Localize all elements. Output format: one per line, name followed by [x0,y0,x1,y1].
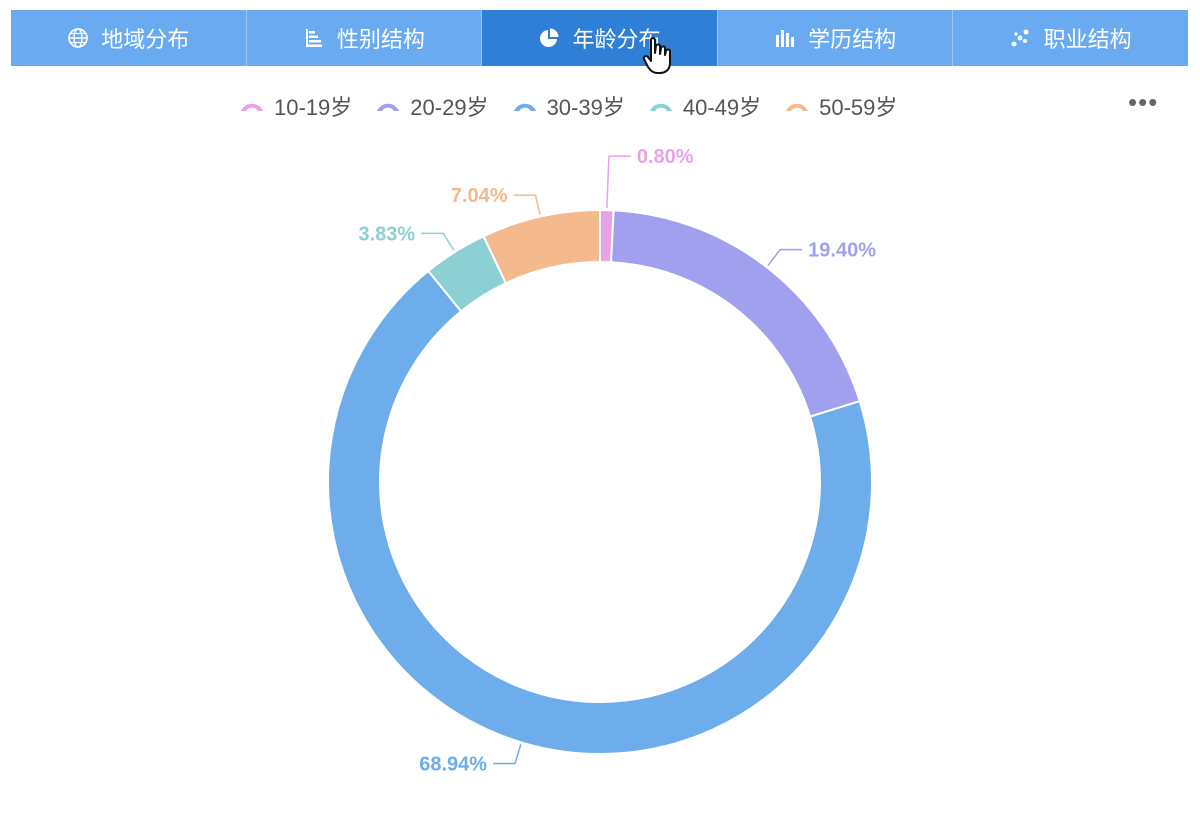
column-chart-icon [774,27,796,49]
legend-swatch-icon [377,103,400,111]
legend-label: 40-49岁 [682,95,762,120]
slice-value-label: 0.80% [637,146,694,168]
label-leader-line [513,194,541,215]
legend-label: 30-39岁 [546,95,625,120]
tab-label: 年龄分布 [572,27,661,52]
tab-5[interactable]: 职业结构 [953,10,1188,66]
label-leader-line [767,248,803,266]
tab-1[interactable]: 地域分布 [11,10,247,66]
tab-3[interactable]: 年龄分布 [482,10,718,66]
tab-2[interactable]: 性别结构 [247,10,483,66]
scatter-icon [1010,27,1032,49]
legend-label: 20-29岁 [410,95,489,120]
label-leader-line [606,155,631,209]
more-options-icon[interactable]: ••• [1128,87,1159,117]
legend-item[interactable]: 50-59岁 [785,90,897,122]
donut-slice[interactable] [327,269,873,755]
tab-4[interactable]: 学历结构 [718,10,954,66]
legend-swatch-icon [649,103,672,111]
tab-label: 性别结构 [336,27,425,52]
legend-item[interactable]: 40-49岁 [649,90,761,122]
legend-item[interactable]: 20-29岁 [376,90,489,122]
tab-bar: 地域分布 性别结构 年龄分布 学历结构 职业结构 [11,10,1188,66]
tab-label: 职业结构 [1043,27,1132,52]
slice-value-label: 3.83% [358,223,415,245]
pie-icon [538,27,560,49]
globe-icon [67,27,89,49]
tab-label: 地域分布 [101,27,190,52]
legend-label: 50-59岁 [819,95,898,120]
donut-slice[interactable] [482,208,601,285]
slice-value-label: 7.04% [451,185,508,207]
legend-swatch-icon [241,103,263,111]
label-leader-line [493,744,522,765]
label-leader-line [421,232,455,251]
legend-swatch-icon [513,103,536,111]
hand-cursor-icon [642,37,671,74]
legend-swatch-icon [786,103,809,111]
legend-label: 10-19岁 [274,95,353,120]
legend-item[interactable]: 30-39岁 [513,90,625,122]
chart-legend: 10-19岁 20-29岁 30-39岁 40-49岁 50-59岁 [240,90,897,122]
slice-value-label: 19.40% [808,240,876,262]
legend-item[interactable]: 10-19岁 [240,90,352,122]
bar-list-icon [303,27,325,49]
slice-value-label: 68.94% [419,753,487,775]
tab-label: 学历结构 [808,27,897,52]
